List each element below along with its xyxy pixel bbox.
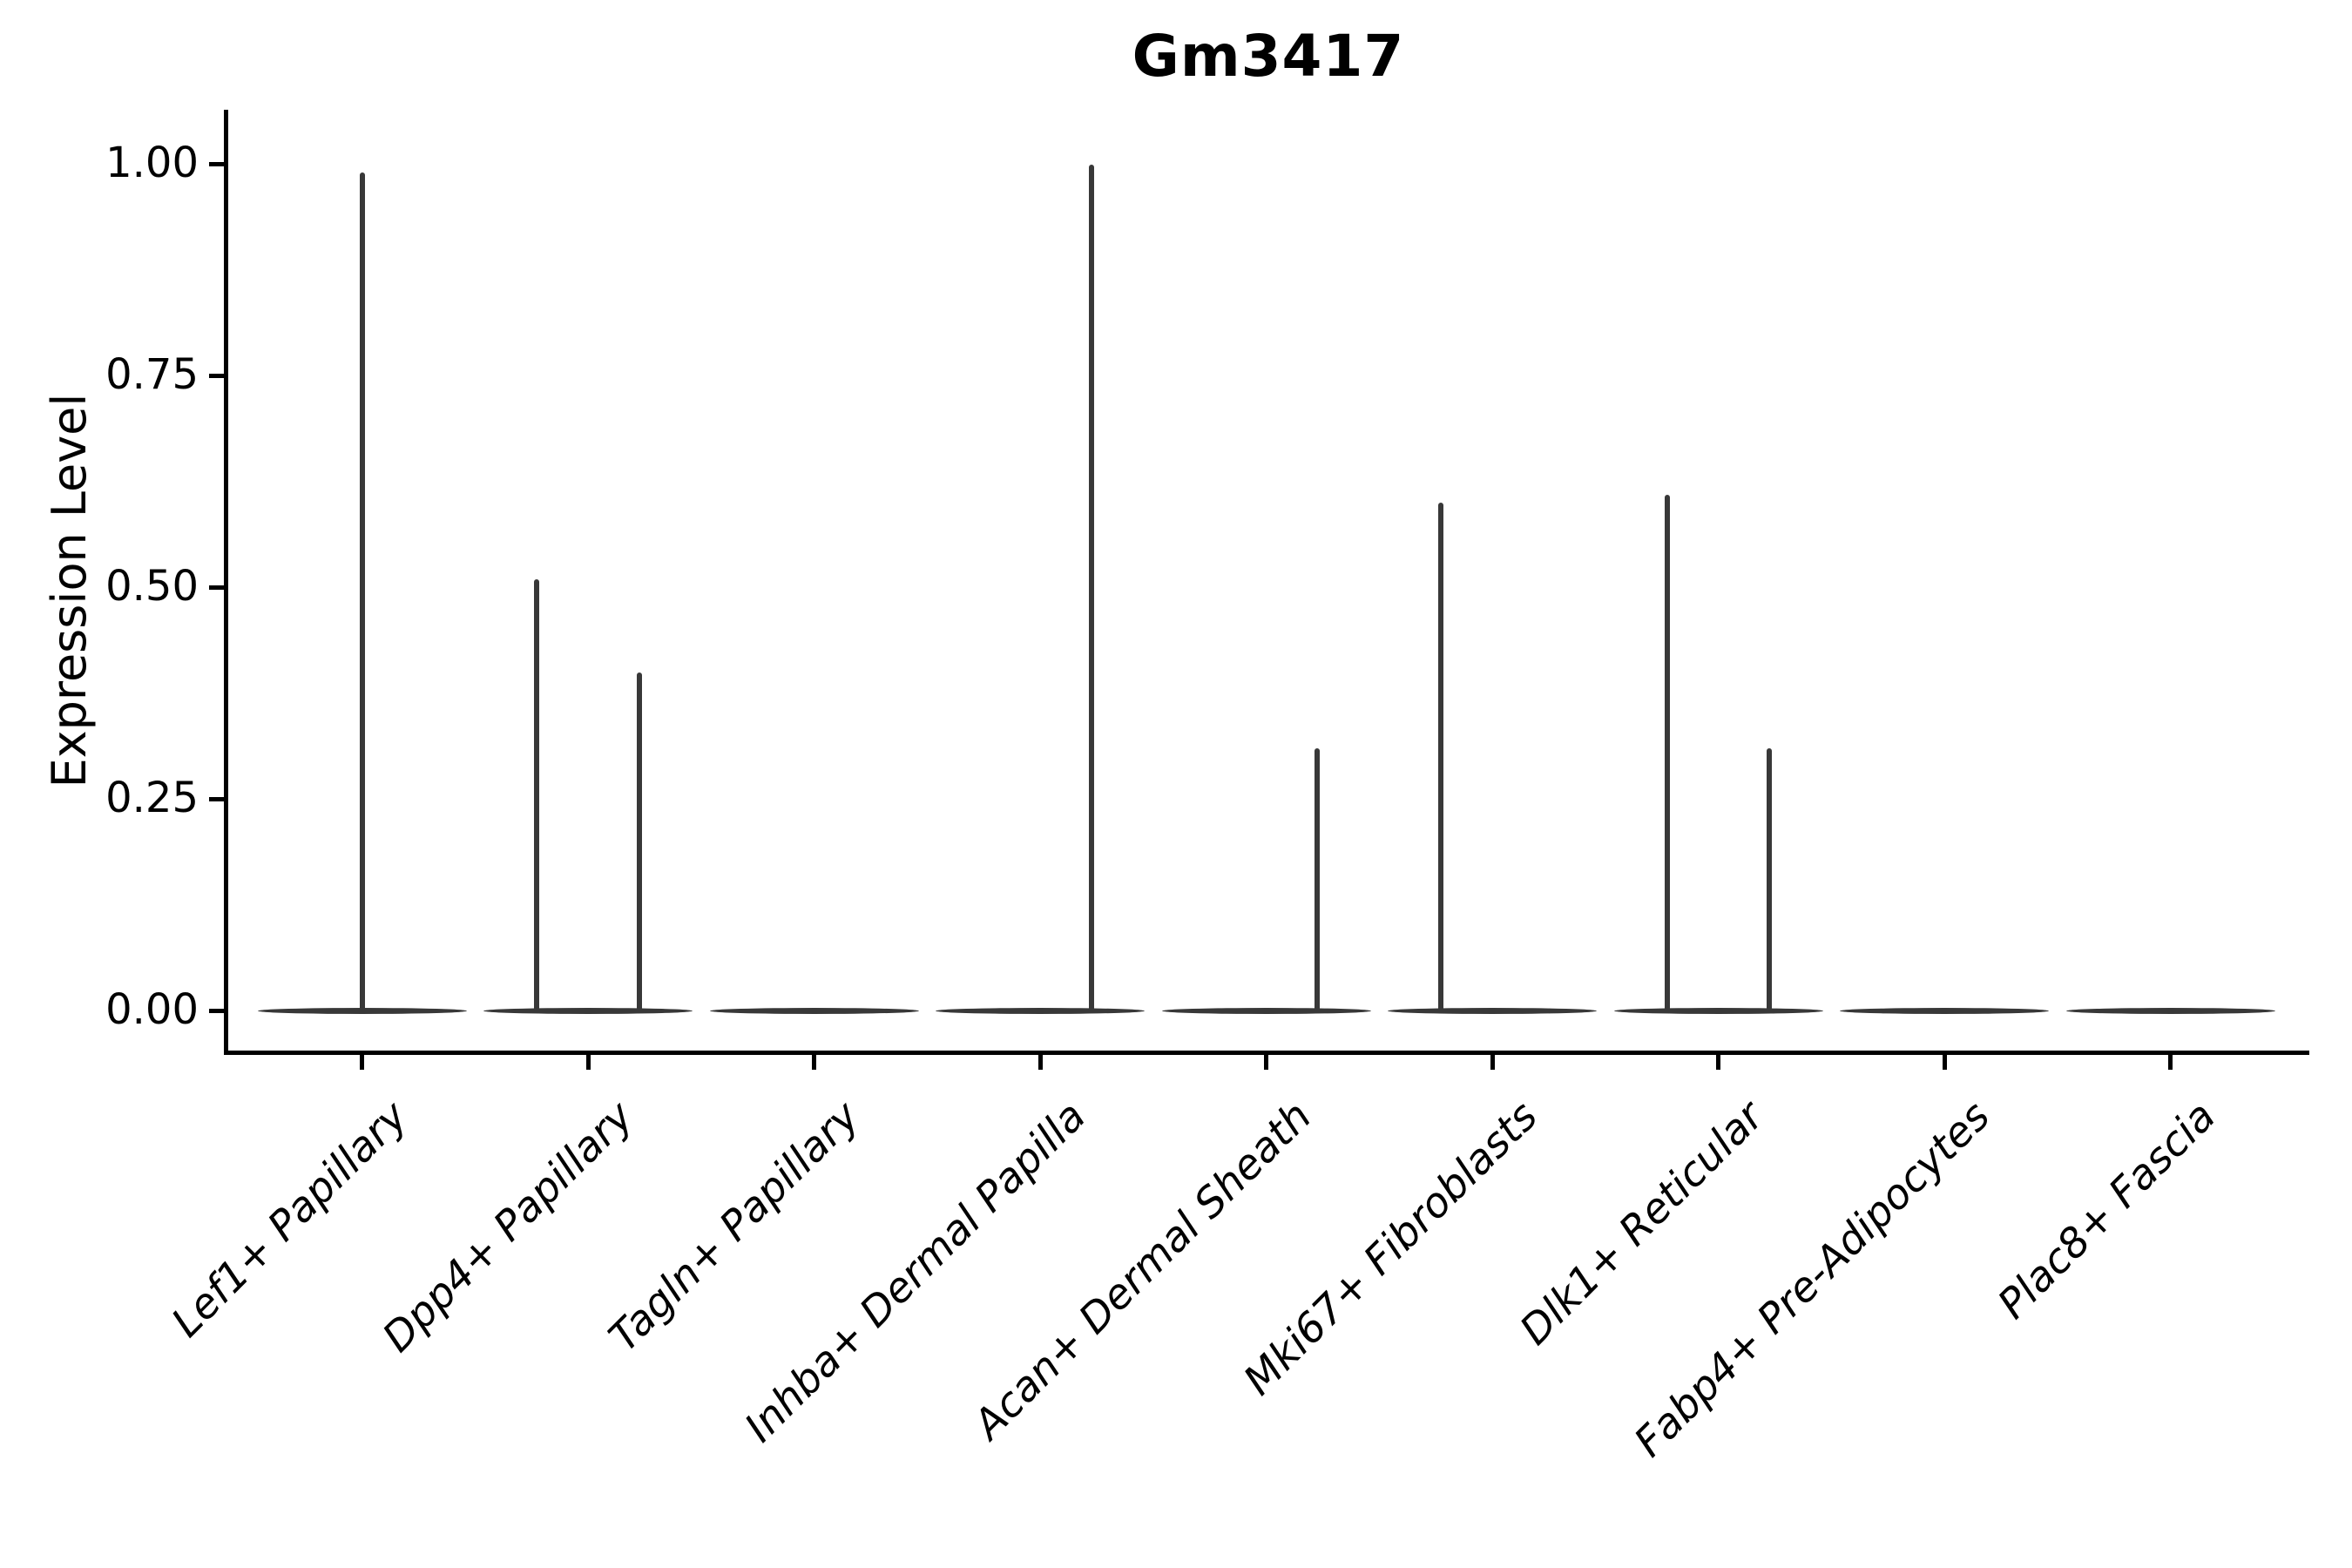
x-tick-mark bbox=[1037, 1055, 1043, 1070]
y-tick-label: 0.75 bbox=[105, 349, 199, 399]
x-tick-mark bbox=[1942, 1055, 1947, 1070]
y-axis-line bbox=[224, 110, 228, 1055]
violin-spike bbox=[1315, 748, 1321, 1013]
violin-spike bbox=[636, 672, 642, 1013]
violin-base bbox=[2065, 1008, 2275, 1014]
violin-spike bbox=[359, 172, 365, 1013]
x-tick-mark bbox=[2168, 1055, 2173, 1070]
y-tick-mark bbox=[209, 797, 224, 801]
x-axis-line bbox=[224, 1051, 2309, 1055]
violin-spike bbox=[1438, 503, 1444, 1013]
x-tick-label: Dpp4+ Papillary bbox=[373, 1092, 643, 1362]
y-tick-mark bbox=[209, 1009, 224, 1013]
y-tick-label: 0.00 bbox=[105, 984, 199, 1034]
x-tick-mark bbox=[1490, 1055, 1495, 1070]
x-tick-mark bbox=[1264, 1055, 1268, 1070]
violin-spike bbox=[1664, 494, 1670, 1013]
x-tick-label: Tagln+ Papillary bbox=[599, 1092, 869, 1362]
violin-base bbox=[1388, 1008, 1597, 1014]
violin-base bbox=[1613, 1008, 1823, 1014]
violin-base bbox=[936, 1008, 1145, 1014]
violin-base bbox=[483, 1008, 693, 1014]
x-tick-label: Lef1+ Papillary bbox=[162, 1092, 417, 1347]
violin-base bbox=[1840, 1008, 2049, 1014]
x-tick-mark bbox=[360, 1055, 364, 1070]
violin-spike bbox=[1767, 748, 1773, 1013]
y-tick-label: 0.25 bbox=[105, 773, 199, 822]
x-tick-mark bbox=[1716, 1055, 1720, 1070]
y-tick-mark bbox=[209, 162, 224, 166]
y-tick-label: 1.00 bbox=[105, 138, 199, 187]
y-tick-mark bbox=[209, 374, 224, 378]
violin-spike bbox=[534, 578, 540, 1013]
x-tick-label: Plac8+ Fascia bbox=[1989, 1092, 2226, 1328]
violin-spike bbox=[1088, 164, 1094, 1013]
violin-base bbox=[1161, 1008, 1371, 1014]
x-tick-mark bbox=[585, 1055, 591, 1070]
x-tick-label: Dlk1+ Reticular bbox=[1511, 1092, 1774, 1355]
x-tick-mark bbox=[812, 1055, 816, 1070]
plot-title: Gm3417 bbox=[1132, 23, 1405, 90]
y-tick-label: 0.50 bbox=[105, 561, 199, 611]
violin-base bbox=[709, 1008, 919, 1014]
y-tick-mark bbox=[209, 585, 224, 590]
